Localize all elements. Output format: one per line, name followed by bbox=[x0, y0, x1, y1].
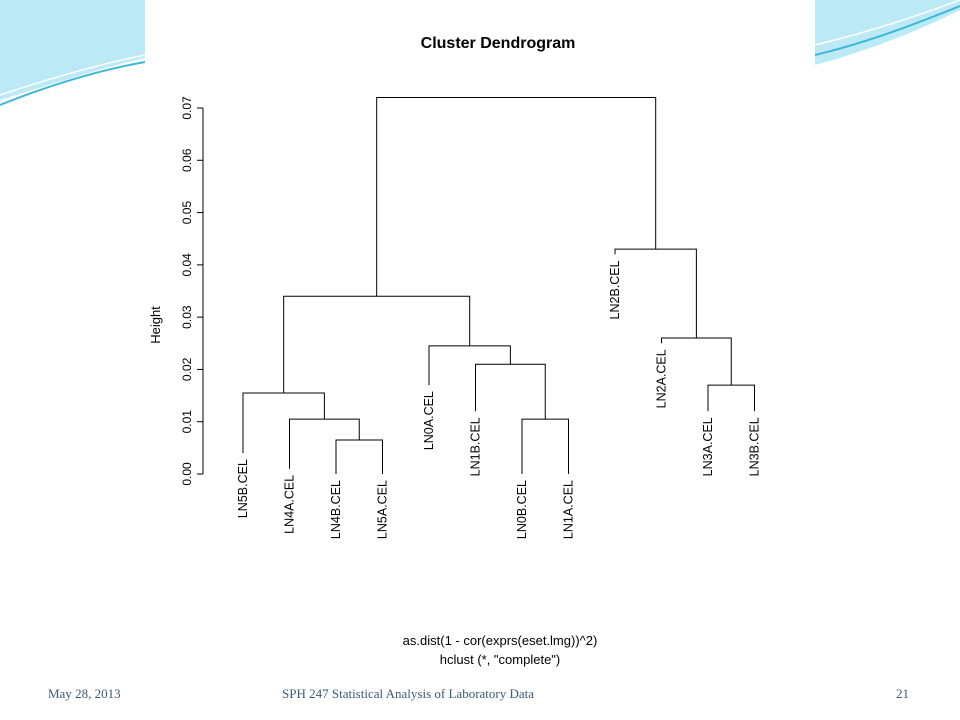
y-tick-label: 0.02 bbox=[180, 357, 194, 381]
leaf-labels: LN5B.CEL LN4A.CEL LN4B.CEL LN5A.CEL LN0A.CEL… bbox=[236, 260, 762, 539]
y-tick-label: 0.04 bbox=[180, 253, 194, 277]
footer-date: May 28, 2013 bbox=[48, 686, 121, 701]
plot-panel bbox=[145, 0, 815, 672]
y-tick-label: 0.05 bbox=[180, 201, 194, 225]
wave-decoration-right bbox=[815, 0, 960, 65]
leaf-label: LN4B.CEL bbox=[329, 480, 343, 539]
dendrogram-merge-link bbox=[335, 439, 383, 474]
leaf-label: LN0A.CEL bbox=[422, 391, 436, 450]
leaf-label: LN3B.CEL bbox=[748, 417, 762, 476]
y-tick-label: 0.07 bbox=[180, 96, 194, 120]
dendrogram-merge-link bbox=[614, 248, 697, 339]
leaf-label: LN5B.CEL bbox=[236, 459, 250, 518]
leaf-label: LN3A.CEL bbox=[701, 417, 715, 476]
y-axis-label: Height bbox=[148, 306, 163, 344]
dendrogram-merge-link bbox=[376, 97, 657, 297]
y-tick-label: 0.00 bbox=[180, 462, 194, 486]
leaf-label: LN0B.CEL bbox=[515, 480, 529, 539]
dendrogram-merge-link bbox=[475, 363, 546, 420]
leaf-label: LN1B.CEL bbox=[469, 417, 483, 476]
leaf-label: LN4A.CEL bbox=[283, 475, 297, 534]
dendrogram-merge-link bbox=[521, 418, 569, 474]
wave-stroke-left bbox=[0, 61, 146, 106]
y-tick-label: 0.01 bbox=[180, 410, 194, 434]
leaf-label: LN2B.CEL bbox=[608, 260, 622, 319]
leaf-label: LN1A.CEL bbox=[562, 480, 576, 539]
dendrogram-merge-link bbox=[428, 345, 511, 386]
dendrogram-merge-link bbox=[289, 418, 360, 469]
leaf-label: LN5A.CEL bbox=[376, 480, 390, 539]
dendrogram-merge-link bbox=[661, 337, 732, 386]
dendrogram-merge-link bbox=[283, 295, 471, 393]
chart-title: Cluster Dendrogram bbox=[421, 35, 576, 52]
wave-stroke-right bbox=[814, 5, 960, 56]
y-axis: 0.00 0.01 0.02 0.03 0.04 0.05 0.06 0.07 bbox=[180, 96, 204, 486]
dendrogram-links bbox=[242, 97, 755, 474]
x-axis-label-line2: hclust (*, "complete") bbox=[440, 652, 561, 667]
wave-decoration-left bbox=[0, 0, 145, 100]
y-tick-label: 0.06 bbox=[180, 148, 194, 172]
x-axis-label-line1: as.dist(1 - cor(exprs(eset.lmg))^2) bbox=[403, 633, 598, 648]
y-tick-label: 0.03 bbox=[180, 305, 194, 329]
footer-course-title: SPH 247 Statistical Analysis of Laborato… bbox=[282, 686, 535, 701]
dendrogram-merge-link bbox=[242, 392, 325, 454]
dendrogram-merge-link bbox=[707, 384, 755, 412]
footer-page-number: 21 bbox=[896, 686, 909, 701]
leaf-label: LN2A.CEL bbox=[655, 349, 669, 408]
